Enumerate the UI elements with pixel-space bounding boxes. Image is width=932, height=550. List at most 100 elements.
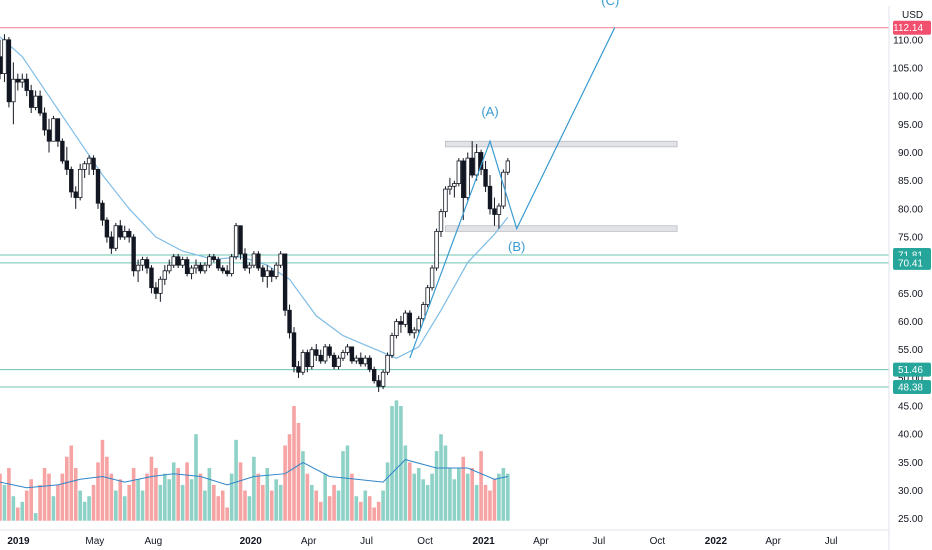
volume-bar bbox=[408, 462, 412, 521]
candle-body bbox=[180, 259, 185, 266]
volume-bar bbox=[60, 473, 65, 521]
volume-bar bbox=[82, 501, 87, 521]
candle-body bbox=[126, 230, 132, 238]
candle-body bbox=[104, 219, 110, 238]
volume-bar bbox=[158, 484, 163, 521]
candle-body bbox=[100, 202, 105, 221]
volume-bar bbox=[20, 501, 25, 521]
volume-bar bbox=[163, 473, 167, 521]
volume-bar bbox=[185, 462, 189, 521]
price-level-badge-text: 70.41 bbox=[898, 258, 923, 269]
candle-body bbox=[113, 225, 119, 249]
candle-body bbox=[447, 185, 453, 190]
volume-bar bbox=[167, 479, 172, 521]
volume-bar bbox=[11, 496, 16, 521]
volume-bar bbox=[323, 473, 327, 521]
volume-bar bbox=[394, 400, 399, 521]
volume-bar bbox=[430, 473, 434, 521]
volume-bar bbox=[189, 479, 194, 521]
candle-body bbox=[309, 349, 315, 368]
time-tick-label: 2022 bbox=[705, 536, 728, 547]
volume-bar bbox=[234, 439, 238, 521]
volume-bar bbox=[421, 479, 425, 521]
price-tick-label: 40.00 bbox=[898, 430, 923, 441]
candle-body bbox=[216, 259, 221, 269]
volume-bar bbox=[220, 490, 225, 521]
time-tick-label: Apr bbox=[765, 536, 781, 547]
candle-body bbox=[461, 160, 466, 198]
volume-bar bbox=[136, 479, 140, 521]
volume-bar bbox=[47, 473, 51, 521]
candle-body bbox=[456, 160, 462, 184]
time-axis[interactable]: 2019 May Aug 2020 Apr Jul Oct 2021 Apr Jul Oct 2022… bbox=[0, 529, 889, 547]
volume-ma-layer bbox=[0, 459, 508, 489]
volume-bar bbox=[229, 473, 234, 521]
volume-bar bbox=[0, 473, 2, 521]
wave-projection-line[interactable] bbox=[409, 27, 616, 359]
price-axis[interactable]: 25.00 30.00 35.00 40.00 45.00 50.00 55.00 60.00… bbox=[888, 6, 931, 550]
volume-bar bbox=[350, 473, 354, 521]
candle-body bbox=[425, 287, 430, 306]
price-level-badge[interactable] bbox=[893, 362, 931, 377]
price-level-badge[interactable] bbox=[893, 255, 931, 270]
candle-body bbox=[278, 253, 283, 266]
volume-bar bbox=[51, 496, 56, 521]
volume-bar bbox=[483, 484, 488, 521]
time-tick-label: 2019 bbox=[7, 536, 30, 547]
candle-body bbox=[265, 270, 270, 277]
volume-ma-line bbox=[0, 459, 508, 489]
price-tick-label: 80.00 bbox=[898, 204, 923, 215]
volume-bar bbox=[354, 496, 359, 521]
volume-bar bbox=[78, 490, 82, 521]
volume-bar bbox=[100, 439, 105, 521]
volume-bar bbox=[425, 484, 430, 521]
candle-body bbox=[73, 191, 78, 198]
volume-bar bbox=[283, 445, 287, 521]
volume-bar bbox=[69, 445, 74, 521]
volume-bar bbox=[154, 468, 158, 521]
candle-body bbox=[412, 329, 417, 334]
candle-body bbox=[314, 349, 319, 356]
volume-bar bbox=[492, 479, 497, 521]
candle-body bbox=[469, 157, 475, 176]
volume-bar bbox=[292, 406, 296, 521]
volume-bar bbox=[318, 501, 323, 521]
volume-bar bbox=[171, 462, 176, 521]
candle-body bbox=[118, 225, 123, 238]
price-tick-label: 25.00 bbox=[898, 514, 923, 525]
volume-bar bbox=[109, 473, 114, 521]
candle-body bbox=[371, 369, 377, 382]
volume-bar bbox=[91, 484, 96, 521]
candle-body bbox=[291, 332, 297, 368]
volume-bar bbox=[412, 473, 417, 521]
volume-bar bbox=[461, 456, 466, 521]
currency-label[interactable]: USD bbox=[902, 10, 923, 21]
volume-bar bbox=[310, 484, 314, 521]
wave-label: (A) bbox=[481, 104, 498, 119]
wave-projection-layer[interactable]: (A) (B) (C) bbox=[409, 0, 619, 359]
volume-bar bbox=[127, 484, 131, 521]
volume-bar bbox=[332, 484, 336, 521]
volume-bar bbox=[118, 479, 123, 521]
candle-body bbox=[77, 168, 83, 198]
volume-bar bbox=[305, 473, 310, 521]
time-tick-label: Jul bbox=[592, 536, 605, 547]
candle-body bbox=[60, 140, 65, 162]
candle-body bbox=[327, 346, 332, 356]
volume-bar bbox=[269, 490, 274, 521]
volume-bar bbox=[238, 462, 243, 521]
price-tick-label: 75.00 bbox=[898, 233, 923, 244]
candle-body bbox=[37, 95, 43, 114]
volume-bar bbox=[465, 473, 470, 521]
candle-body bbox=[238, 225, 243, 255]
candle-body bbox=[220, 267, 225, 272]
volume-bar bbox=[439, 434, 443, 521]
price-level-badge-text: 48.38 bbox=[898, 382, 923, 393]
price-level-badge[interactable] bbox=[893, 20, 931, 35]
candle-body bbox=[91, 157, 96, 170]
candle-body bbox=[86, 157, 92, 165]
candle-body bbox=[233, 225, 239, 258]
price-tick-label: 55.00 bbox=[898, 345, 923, 356]
price-level-badge[interactable] bbox=[893, 379, 931, 394]
